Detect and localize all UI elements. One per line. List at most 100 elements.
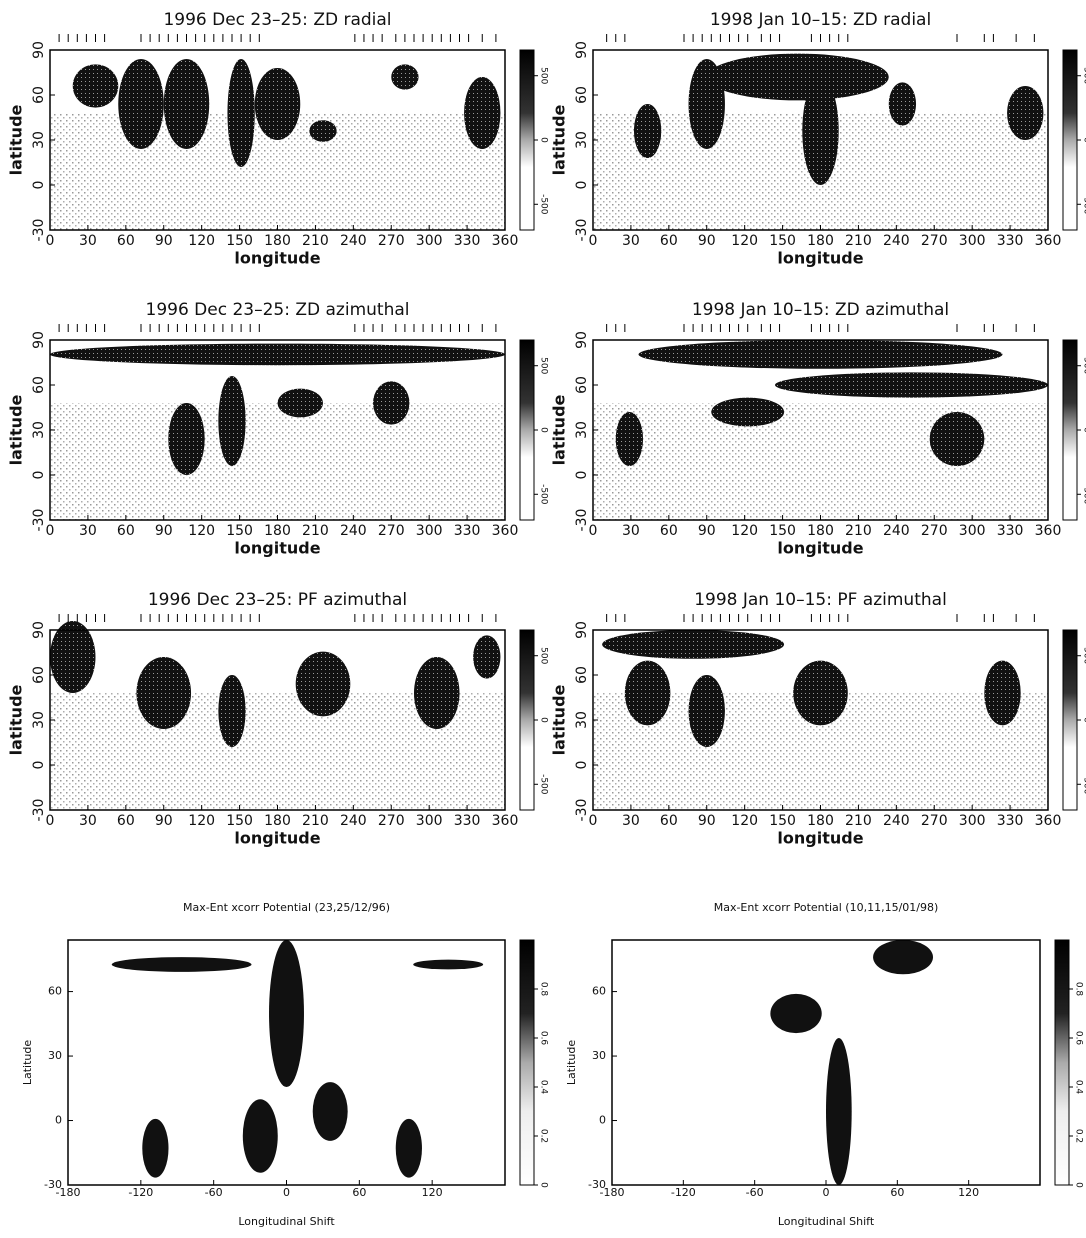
x-tick-label: 60 xyxy=(352,1186,366,1199)
y-tick-label: 60 xyxy=(48,985,62,998)
y-tick-label: 60 xyxy=(574,666,590,684)
field-region xyxy=(413,959,484,970)
x-tick-label: 300 xyxy=(416,523,443,539)
x-tick-label: 180 xyxy=(807,813,834,829)
x-tick-label: 210 xyxy=(845,523,872,539)
x-tick-label: 360 xyxy=(1035,233,1062,249)
field-region xyxy=(464,77,501,149)
x-tick-label: 30 xyxy=(622,523,640,539)
x-axis-label: longitude xyxy=(234,539,320,558)
colorbar-tick-label: 500 xyxy=(1082,67,1086,84)
field-region xyxy=(602,630,785,659)
x-tick-label: 120 xyxy=(731,813,758,829)
x-tick-label: 360 xyxy=(1035,813,1062,829)
colorbar-tick-label: -500 xyxy=(1082,484,1086,505)
y-tick-label: 0 xyxy=(31,471,47,480)
y-tick-label: -30 xyxy=(31,219,47,242)
x-tick-label: 60 xyxy=(660,813,678,829)
x-tick-label: 120 xyxy=(731,523,758,539)
y-tick-label: 90 xyxy=(31,41,47,59)
x-tick-label: 60 xyxy=(890,1186,904,1199)
x-tick-label: 30 xyxy=(622,813,640,829)
field-region xyxy=(414,657,460,729)
x-tick-label: 300 xyxy=(416,813,443,829)
x-tick-label: 30 xyxy=(622,233,640,249)
field-region xyxy=(142,1118,169,1178)
colorbar xyxy=(519,49,535,231)
colorbar-tick-label: 0.6 xyxy=(1074,1031,1084,1046)
chart-title: 1998 Jan 10–15: ZD radial xyxy=(710,10,931,30)
x-tick-label: 300 xyxy=(959,233,986,249)
y-tick-label: 30 xyxy=(31,421,47,439)
plot-background xyxy=(612,940,1040,1185)
x-tick-label: 330 xyxy=(997,233,1024,249)
x-tick-label: 60 xyxy=(660,523,678,539)
colorbar xyxy=(1062,49,1078,231)
field-region xyxy=(1007,86,1044,140)
panel: 1998 Jan 10–15: PF azimuthal 0 30 60 90 120 15… xyxy=(550,590,1086,848)
x-tick-label: 240 xyxy=(340,233,367,249)
x-tick-label: 180 xyxy=(807,233,834,249)
colorbar-tick-label: 0 xyxy=(539,137,549,143)
x-tick-label: 90 xyxy=(698,233,716,249)
colorbar-tick-label: 0 xyxy=(539,427,549,433)
x-tick-label: 360 xyxy=(1035,523,1062,539)
field-region xyxy=(873,940,933,975)
x-tick-label: -120 xyxy=(671,1186,696,1199)
y-tick-label: 60 xyxy=(592,985,606,998)
field-region xyxy=(373,381,410,425)
x-tick-label: 0 xyxy=(283,1186,290,1199)
y-tick-label: 30 xyxy=(592,1049,606,1062)
x-tick-label: 120 xyxy=(188,233,215,249)
field-region xyxy=(242,1099,278,1173)
field-region xyxy=(312,1082,348,1141)
y-tick-label: 0 xyxy=(55,1114,62,1127)
colorbar xyxy=(1054,939,1070,1186)
x-tick-label: 330 xyxy=(454,233,481,249)
y-tick-label: 30 xyxy=(48,1049,62,1062)
field-region xyxy=(72,64,119,108)
y-tick-label: 60 xyxy=(31,86,47,104)
x-axis-label: longitude xyxy=(234,829,320,848)
x-tick-label: 120 xyxy=(188,523,215,539)
colorbar-tick-label: 0.6 xyxy=(539,1031,549,1046)
y-tick-label: 90 xyxy=(574,621,590,639)
x-tick-label: 30 xyxy=(79,233,97,249)
x-axis-label: longitude xyxy=(777,249,863,268)
colorbar-tick-label: -500 xyxy=(1082,194,1086,215)
y-tick-label: -30 xyxy=(574,509,590,532)
chart-title: 1998 Jan 10–15: ZD azimuthal xyxy=(692,300,949,320)
colorbar-tick-label: 500 xyxy=(539,67,549,84)
x-tick-label: 150 xyxy=(226,813,253,829)
y-axis-label: latitude xyxy=(550,104,569,175)
chart-title: Max-Ent xcorr Potential (23,25/12/96) xyxy=(183,901,390,914)
panel: 1998 Jan 10–15: ZD azimuthal 0 30 60 90 120 15… xyxy=(550,300,1086,558)
field-region xyxy=(227,59,255,167)
x-tick-label: 150 xyxy=(226,523,253,539)
x-tick-label: 180 xyxy=(807,523,834,539)
y-tick-label: 30 xyxy=(574,131,590,149)
x-tick-label: 0 xyxy=(823,1186,830,1199)
y-tick-label: 0 xyxy=(574,761,590,770)
y-tick-label: 30 xyxy=(31,711,47,729)
y-axis-label: latitude xyxy=(550,394,569,465)
colorbar xyxy=(1062,629,1078,811)
chart-title: 1996 Dec 23–25: PF azimuthal xyxy=(148,590,407,610)
y-tick-label: 60 xyxy=(31,666,47,684)
panel: 1996 Dec 23–25: PF azimuthal 0 30 60 90 120 15… xyxy=(7,590,549,848)
stipple xyxy=(593,403,1048,520)
colorbar-tick-label: -500 xyxy=(539,194,549,215)
field-region xyxy=(473,635,501,679)
x-tick-label: 120 xyxy=(958,1186,979,1199)
stipple xyxy=(50,403,505,520)
chart-title: 1996 Dec 23–25: ZD azimuthal xyxy=(146,300,410,320)
field-region xyxy=(218,376,246,466)
y-tick-label: -30 xyxy=(31,509,47,532)
y-axis-label: latitude xyxy=(7,104,26,175)
colorbar-tick-label: 500 xyxy=(1082,647,1086,664)
x-tick-label: 270 xyxy=(378,813,405,829)
y-tick-label: -30 xyxy=(31,799,47,822)
x-tick-label: 120 xyxy=(731,233,758,249)
x-axis-label: Longitudinal Shift xyxy=(778,1215,875,1228)
